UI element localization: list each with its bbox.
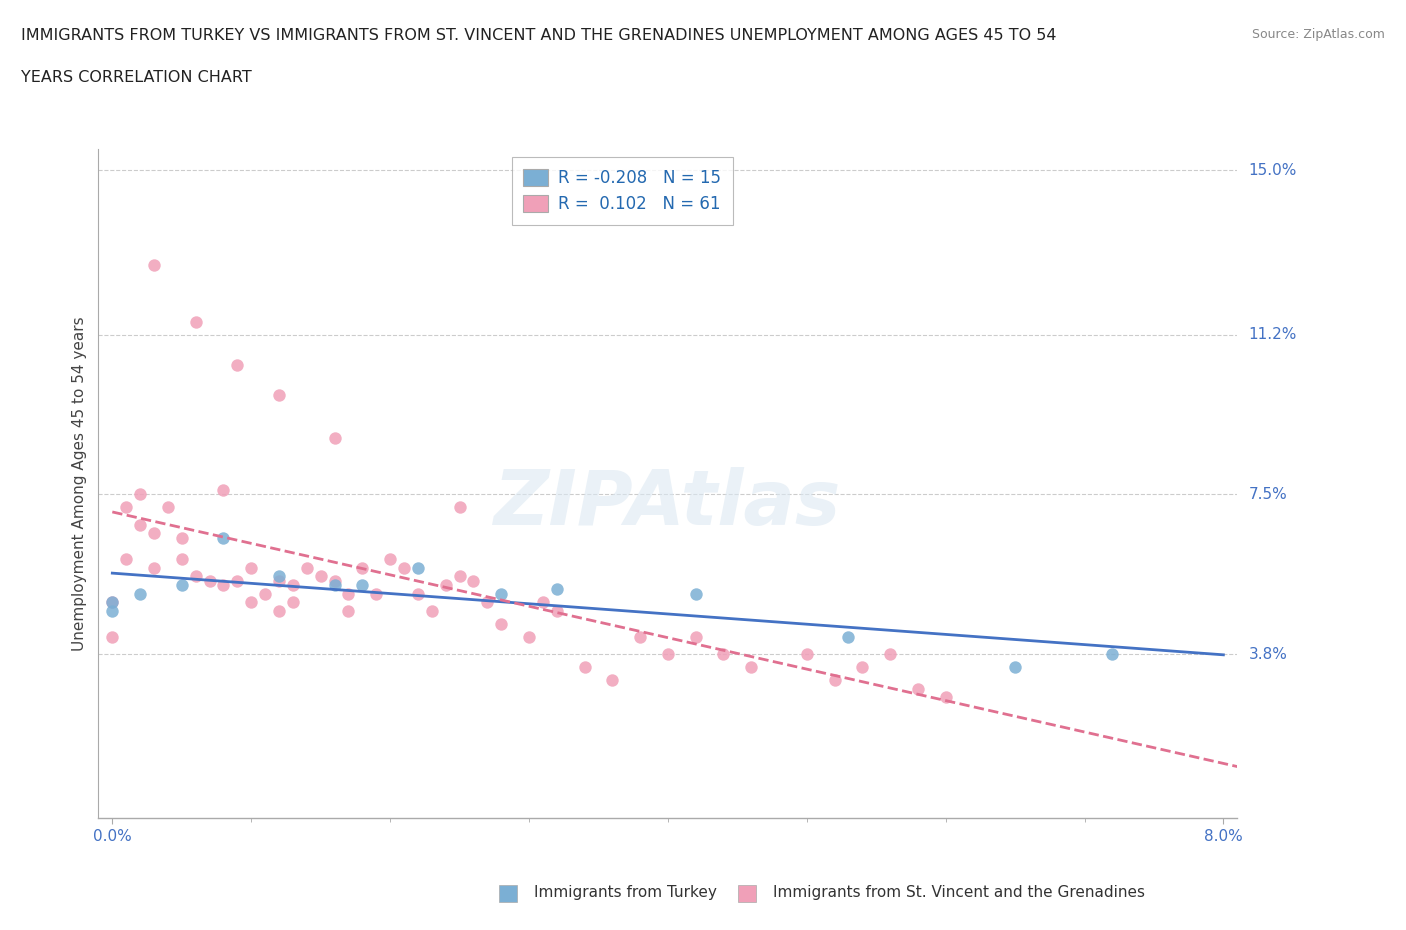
Point <box>657 646 679 661</box>
Point <box>143 525 166 540</box>
Text: YEARS CORRELATION CHART: YEARS CORRELATION CHART <box>21 70 252 85</box>
Point <box>101 604 124 618</box>
Point <box>879 646 901 661</box>
Point <box>796 646 818 661</box>
Point <box>101 630 124 644</box>
Point <box>295 561 318 576</box>
Point <box>323 574 346 589</box>
Text: 3.8%: 3.8% <box>1249 646 1288 662</box>
Text: ZIPAtlas: ZIPAtlas <box>494 467 842 540</box>
Point <box>628 630 651 644</box>
Point <box>267 569 290 584</box>
Text: 15.0%: 15.0% <box>1249 163 1298 178</box>
Point <box>170 578 193 592</box>
Point <box>1101 646 1123 661</box>
Point <box>600 672 623 687</box>
Point <box>392 561 415 576</box>
Point <box>226 574 249 589</box>
Point <box>517 630 540 644</box>
Point <box>851 659 873 674</box>
Point <box>352 561 374 576</box>
Point <box>281 578 304 592</box>
Point <box>184 314 207 329</box>
Point <box>740 659 762 674</box>
Point <box>1004 659 1026 674</box>
Point <box>837 630 859 644</box>
Point <box>198 574 221 589</box>
Point <box>824 672 846 687</box>
Point <box>323 431 346 445</box>
Legend: R = -0.208   N = 15, R =  0.102   N = 61: R = -0.208 N = 15, R = 0.102 N = 61 <box>512 157 733 225</box>
Point <box>115 500 138 515</box>
Point <box>240 595 263 610</box>
Point <box>170 530 193 545</box>
Point <box>212 578 235 592</box>
Point <box>129 517 152 532</box>
Point <box>129 487 152 502</box>
Point <box>184 569 207 584</box>
Point <box>101 595 124 610</box>
Text: Immigrants from Turkey: Immigrants from Turkey <box>534 885 717 900</box>
Point <box>434 578 457 592</box>
Point <box>337 604 360 618</box>
Point <box>531 595 554 610</box>
Text: 7.5%: 7.5% <box>1249 487 1288 502</box>
Point <box>101 595 124 610</box>
Y-axis label: Unemployment Among Ages 45 to 54 years: Unemployment Among Ages 45 to 54 years <box>72 316 87 651</box>
Point <box>212 483 235 498</box>
Point <box>463 574 485 589</box>
Point <box>907 682 929 697</box>
Point <box>546 604 568 618</box>
Point <box>156 500 179 515</box>
Point <box>685 586 707 601</box>
Point <box>406 586 429 601</box>
Point <box>489 586 512 601</box>
Point <box>226 357 249 372</box>
Point <box>267 604 290 618</box>
Point <box>574 659 596 674</box>
Point <box>337 586 360 601</box>
Text: Immigrants from St. Vincent and the Grenadines: Immigrants from St. Vincent and the Gren… <box>773 885 1146 900</box>
Point <box>449 500 471 515</box>
Point <box>129 586 152 601</box>
Point <box>420 604 443 618</box>
Text: Source: ZipAtlas.com: Source: ZipAtlas.com <box>1251 28 1385 41</box>
Point <box>309 569 332 584</box>
Point <box>489 617 512 631</box>
Point <box>115 551 138 566</box>
Text: IMMIGRANTS FROM TURKEY VS IMMIGRANTS FROM ST. VINCENT AND THE GRENADINES UNEMPLO: IMMIGRANTS FROM TURKEY VS IMMIGRANTS FRO… <box>21 28 1056 43</box>
Point <box>366 586 388 601</box>
Point <box>170 551 193 566</box>
Point <box>267 574 290 589</box>
Point <box>406 561 429 576</box>
Point <box>378 551 401 566</box>
Point <box>685 630 707 644</box>
Point <box>935 690 957 705</box>
Point <box>212 530 235 545</box>
Point <box>323 578 346 592</box>
Point <box>240 561 263 576</box>
Point <box>546 582 568 597</box>
Point <box>713 646 735 661</box>
Point <box>143 561 166 576</box>
Point <box>449 569 471 584</box>
Point <box>143 258 166 272</box>
Point <box>281 595 304 610</box>
Point <box>477 595 499 610</box>
Point <box>352 578 374 592</box>
Point <box>267 388 290 403</box>
Text: 11.2%: 11.2% <box>1249 327 1298 342</box>
Point <box>254 586 277 601</box>
